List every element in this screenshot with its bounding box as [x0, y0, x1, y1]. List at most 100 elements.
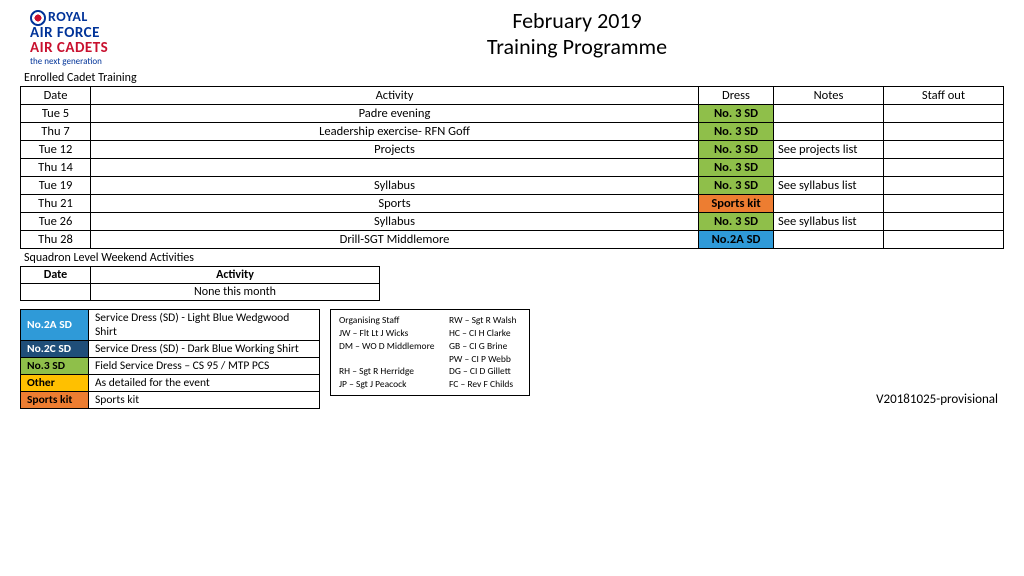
cell-date: Thu 21	[21, 195, 91, 213]
cell-staff	[884, 195, 1004, 213]
schedule-header-row: Date Activity Dress Notes Staff out	[21, 87, 1004, 105]
cell-notes	[774, 159, 884, 177]
wk-hdr-date: Date	[21, 267, 91, 284]
cell-staff	[884, 123, 1004, 141]
hdr-activity: Activity	[91, 87, 699, 105]
staff-entry: HC – CI H Clarke	[449, 327, 521, 340]
cell-staff	[884, 213, 1004, 231]
staff-entry: DG – CI D Gillett	[449, 365, 521, 378]
cell-dress: No. 3 SD	[699, 141, 774, 159]
legend-code: Sports kit	[21, 392, 89, 409]
staff-entry: JW – Flt Lt J Wicks	[339, 327, 439, 340]
cell-date: Tue 5	[21, 105, 91, 123]
schedule-table: Date Activity Dress Notes Staff out Tue …	[20, 86, 1004, 249]
hdr-staff: Staff out	[884, 87, 1004, 105]
cell-activity: Projects	[91, 141, 699, 159]
table-row: Tue 12ProjectsNo. 3 SDSee projects list	[21, 141, 1004, 159]
cell-date: Thu 14	[21, 159, 91, 177]
cell-activity: Syllabus	[91, 177, 699, 195]
cell-notes: See projects list	[774, 141, 884, 159]
bottom-row: No.2A SDService Dress (SD) - Light Blue …	[20, 309, 1004, 409]
cell-date: Thu 28	[21, 231, 91, 249]
table-row: None this month	[21, 284, 380, 301]
staff-entry: FC – Rev F Childs	[449, 378, 521, 391]
cell-dress: No. 3 SD	[699, 213, 774, 231]
title-month: February 2019	[150, 8, 1004, 34]
cell-notes: See syllabus list	[774, 213, 884, 231]
table-row: Tue 5Padre eveningNo. 3 SD	[21, 105, 1004, 123]
legend-row: OtherAs detailed for the event	[21, 375, 320, 392]
cell-activity: Leadership exercise- RFN Goff	[91, 123, 699, 141]
cell-activity: None this month	[91, 284, 380, 301]
cell-staff	[884, 231, 1004, 249]
legend-row: No.3 SDField Service Dress – CS 95 / MTP…	[21, 358, 320, 375]
cell-staff	[884, 159, 1004, 177]
wk-hdr-activity: Activity	[91, 267, 380, 284]
table-row: Thu 14 No. 3 SD	[21, 159, 1004, 177]
cell-date	[21, 284, 91, 301]
cell-dress: No. 3 SD	[699, 105, 774, 123]
cell-activity: Drill-SGT Middlemore	[91, 231, 699, 249]
raf-logo: ROYAL AIR FORCE AIR CADETS the next gene…	[30, 8, 150, 67]
legend-row: Sports kitSports kit	[21, 392, 320, 409]
legend-desc: Service Dress (SD) - Light Blue Wedgwood…	[89, 310, 320, 341]
legend-code: No.3 SD	[21, 358, 89, 375]
table-row: Tue 19SyllabusNo. 3 SDSee syllabus list	[21, 177, 1004, 195]
dress-legend: No.2A SDService Dress (SD) - Light Blue …	[20, 309, 320, 409]
staff-entry: GB – CI G Brine	[449, 340, 521, 353]
legend-row: No.2A SDService Dress (SD) - Light Blue …	[21, 310, 320, 341]
staff-entry	[339, 353, 439, 366]
legend-desc: As detailed for the event	[89, 375, 320, 392]
cell-activity: Padre evening	[91, 105, 699, 123]
legend-code: No.2A SD	[21, 310, 89, 341]
table-row: Thu 7Leadership exercise- RFN GoffNo. 3 …	[21, 123, 1004, 141]
logo-royal: ROYAL	[48, 8, 88, 25]
staff-entry: JP – Sgt J Peacock	[339, 378, 439, 391]
cell-dress: No. 3 SD	[699, 177, 774, 195]
cell-dress: No.2A SD	[699, 231, 774, 249]
header: ROYAL AIR FORCE AIR CADETS the next gene…	[20, 8, 1004, 67]
table-row: Thu 28Drill-SGT MiddlemoreNo.2A SD	[21, 231, 1004, 249]
cell-notes: See syllabus list	[774, 177, 884, 195]
legend-desc: Sports kit	[89, 392, 320, 409]
staff-entry: DM – WO D Middlemore	[339, 340, 439, 353]
weekend-header-row: Date Activity	[21, 267, 380, 284]
section1-label: Enrolled Cadet Training	[24, 71, 1004, 85]
staff-entry: Organising Staff	[339, 314, 439, 327]
section2-label: Squadron Level Weekend Activities	[24, 251, 1004, 265]
cell-notes	[774, 231, 884, 249]
legend-row: No.2C SDService Dress (SD) - Dark Blue W…	[21, 341, 320, 358]
cell-dress: No. 3 SD	[699, 159, 774, 177]
legend-code: Other	[21, 375, 89, 392]
cell-activity: Sports	[91, 195, 699, 213]
cell-date: Tue 12	[21, 141, 91, 159]
table-row: Thu 21SportsSports kit	[21, 195, 1004, 213]
cell-date: Tue 19	[21, 177, 91, 195]
staff-box: Organising Staff RW – Sgt R Walsh JW – Flt…	[330, 309, 530, 396]
legend-desc: Service Dress (SD) - Dark Blue Working S…	[89, 341, 320, 358]
cell-dress: Sports kit	[699, 195, 774, 213]
cell-staff	[884, 105, 1004, 123]
cell-dress: No. 3 SD	[699, 123, 774, 141]
hdr-date: Date	[21, 87, 91, 105]
cell-activity: Syllabus	[91, 213, 699, 231]
hdr-dress: Dress	[699, 87, 774, 105]
legend-code: No.2C SD	[21, 341, 89, 358]
cell-notes	[774, 105, 884, 123]
staff-entry: PW – CI P Webb	[449, 353, 521, 366]
version-label: V20181025-provisional	[876, 392, 1004, 409]
title-sub: Training Programme	[150, 34, 1004, 60]
staff-entry: RW – Sgt R Walsh	[449, 314, 521, 327]
cell-staff	[884, 177, 1004, 195]
logo-tagline: the next generation	[30, 56, 150, 67]
table-row: Tue 26SyllabusNo. 3 SDSee syllabus list	[21, 213, 1004, 231]
cell-activity	[91, 159, 699, 177]
staff-entry: RH – Sgt R Herridge	[339, 365, 439, 378]
cell-date: Tue 26	[21, 213, 91, 231]
cell-staff	[884, 141, 1004, 159]
logo-aircadets: AIR CADETS	[30, 41, 150, 56]
hdr-notes: Notes	[774, 87, 884, 105]
cell-notes	[774, 123, 884, 141]
page-title: February 2019 Training Programme	[150, 8, 1004, 61]
cell-date: Thu 7	[21, 123, 91, 141]
